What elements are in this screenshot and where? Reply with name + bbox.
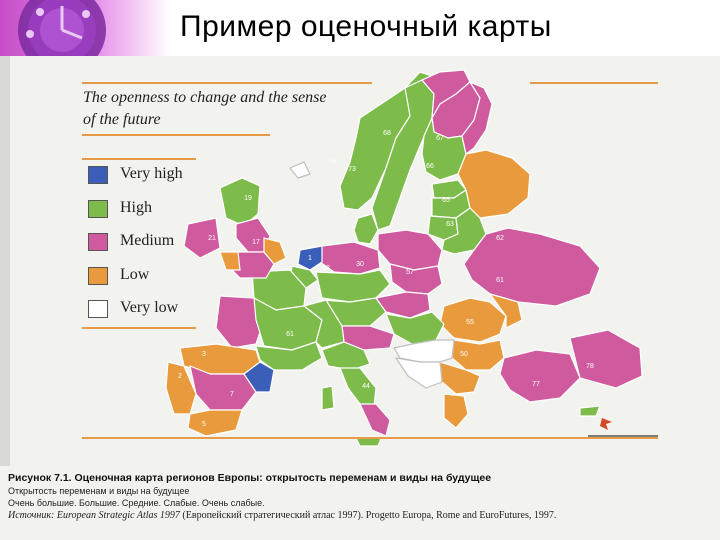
region-scotland [219, 177, 261, 227]
region-label: 19 [244, 195, 252, 202]
region-czech [375, 291, 431, 319]
legend-swatch [88, 300, 108, 318]
legend-swatch [88, 233, 108, 251]
region-adriatic [395, 357, 443, 389]
region-hungary [385, 311, 445, 345]
region-spain-east [243, 361, 275, 393]
region-label: 44 [362, 383, 370, 390]
legend-item-very-low: Very low [88, 298, 208, 320]
legend-swatch [88, 267, 108, 285]
region-label: 57 [406, 269, 414, 276]
region-romania [439, 297, 507, 343]
region-italy-central [339, 367, 377, 407]
region-italy-south [359, 403, 391, 437]
legend-item-high: High [88, 198, 208, 220]
region-label: 65 [442, 197, 450, 204]
region-denmark [353, 213, 379, 245]
legend-rule-bottom [82, 327, 196, 329]
region-label: 68 [383, 130, 391, 137]
region-label: 73 [348, 166, 356, 173]
legend-swatch [88, 200, 108, 218]
region-sardinia [321, 385, 335, 411]
caption-line-2: Очень большие. Большие. Средние. Слабые.… [8, 498, 265, 508]
region-label: 63 [446, 221, 454, 228]
caption-heading: Рисунок 7.1. Оценочная карта регионов Ев… [8, 472, 492, 484]
legend-item-medium: Medium [88, 231, 208, 253]
region-label: 78 [586, 363, 594, 370]
region-turkey-east [569, 329, 643, 389]
region-germany-north [319, 241, 381, 275]
region-spain-south [187, 409, 243, 437]
region-italy-north [321, 341, 371, 371]
region-germany-central [315, 269, 391, 303]
caption-line-1: Открытость переменам и виды на будущее [8, 486, 190, 496]
region-cyprus [579, 405, 601, 417]
region-label: 50 [460, 351, 468, 358]
region-label: 21 [208, 235, 216, 242]
region-bulgaria [451, 339, 505, 371]
scan-edge [0, 56, 10, 466]
caption-source-rest: (Европейский стратегический атлас 1997).… [182, 510, 557, 521]
region-label: 67 [436, 135, 444, 142]
title-rule-top [82, 82, 372, 84]
region-north-atlantic [289, 161, 311, 179]
legend-label: Medium [120, 232, 175, 249]
corner-logo-image [0, 0, 170, 56]
region-greece-south [443, 393, 469, 429]
region-moldova [489, 293, 523, 329]
region-france-east [303, 299, 345, 349]
map-title: The openness to change and the sense of … [83, 87, 383, 131]
region-number-labels: 68 67 74 73 66 65 63 62 19 21 17 1 28 30… [178, 130, 594, 428]
region-poland-south [389, 263, 443, 295]
region-ukraine [463, 227, 601, 307]
legend-item-very-high: Very high [88, 164, 208, 186]
legend-label: Very high [120, 165, 183, 182]
region-label: 5 [202, 421, 206, 428]
map-rule-right [530, 82, 658, 84]
publisher-logo-icon [588, 418, 658, 437]
region-label: 77 [532, 381, 540, 388]
region-label: 2 [178, 373, 182, 380]
region-russia-west [457, 149, 531, 219]
region-ireland [183, 217, 221, 259]
region-label: 74 [328, 158, 336, 165]
region-label: 30 [356, 261, 364, 268]
map-title-line1: The openness to change and the sense [83, 89, 327, 106]
region-label: 28 [322, 265, 330, 272]
region-label: 55 [466, 319, 474, 326]
legend-rule-top [82, 158, 196, 160]
region-label: 61 [286, 331, 294, 338]
region-france-south [255, 341, 323, 371]
region-belarus [441, 207, 487, 255]
region-label: 17 [252, 239, 260, 246]
region-netherlands [297, 245, 323, 271]
region-label: 66 [426, 163, 434, 170]
region-karelia [461, 81, 493, 155]
slide-title: Пример оценочный карты [180, 10, 552, 43]
region-label: 61 [496, 277, 504, 284]
region-label: 3 [202, 351, 206, 358]
region-label: 62 [496, 235, 504, 242]
legend-item-low: Low [88, 265, 208, 287]
region-turkey-west [499, 349, 581, 403]
region-england-east [263, 237, 287, 265]
legend-label: Very low [120, 299, 179, 316]
bottom-rule [82, 437, 658, 439]
region-label: 1 [308, 255, 312, 262]
region-wales [219, 251, 241, 271]
legend-label: Low [120, 266, 150, 283]
title-rule-bottom [82, 134, 270, 136]
caption-source: Источник: European Strategic Atlas 1997 … [8, 510, 712, 521]
map-title-line2: of the future [83, 111, 161, 128]
caption-source-label: Источник: [8, 510, 55, 521]
legend-swatch [88, 166, 108, 184]
region-spain-central [189, 365, 257, 411]
caption-source-title: European Strategic Atlas 1997 [56, 510, 180, 521]
legend-label: High [120, 199, 152, 216]
region-label: 7 [230, 391, 234, 398]
europe-map: 68 67 74 73 66 65 63 62 19 21 17 1 28 30… [165, 69, 643, 447]
figure-caption: Рисунок 7.1. Оценочная карта регионов Ев… [8, 472, 712, 521]
